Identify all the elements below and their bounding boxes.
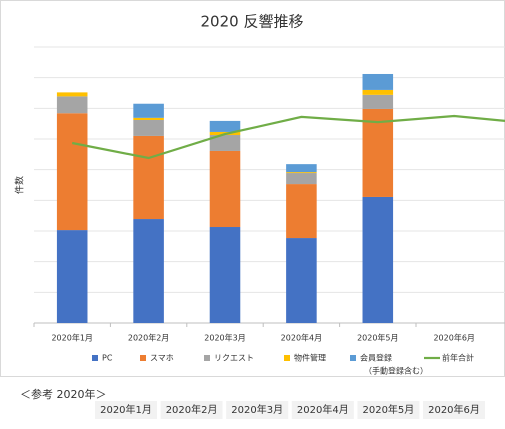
bar-segment [362,94,394,109]
legend-label: PC [102,354,113,363]
legend-label: 前年合計 [442,353,474,363]
x-tick-label: 2020年2月 [128,333,169,343]
bar-segment [56,92,88,97]
bar-segment [56,113,88,231]
legend-label: スマホ [150,354,174,363]
table-cell [160,401,223,419]
bar-segment [286,184,317,239]
bar-segment [133,117,164,120]
table-cell [423,401,485,419]
y-axis-label: 件数 [14,176,26,194]
bar-segment [133,119,164,136]
table-header: 2020年5月 [362,403,414,416]
legend-label: 物件管理 [294,353,326,363]
table-cell [357,401,420,419]
bar-segment [362,89,394,95]
bar-segment [286,164,317,173]
chart-title: 2020 反響推移 [201,13,304,31]
legend-label: 会員登録 [360,353,392,363]
legend-marker [284,355,290,361]
bar-segment [362,196,394,323]
x-tick-label: 2020年1月 [51,333,92,343]
legend-note: （手動登録含む） [364,366,428,376]
legend-marker [140,355,146,361]
legend-marker [92,355,98,361]
bar-segment [286,172,317,174]
bar-segment [133,135,164,220]
x-tick-label: 2020年5月 [357,333,398,343]
bar-segment [362,73,394,90]
bar-segment [209,227,241,323]
bar-segment [56,96,88,114]
legend-label: リクエスト [214,354,254,363]
bar-segment [56,230,88,323]
bar-segment [286,173,317,185]
bar-segment [133,219,164,323]
table-cell [226,401,289,419]
table-header: 2020年3月 [231,403,283,416]
table-cell [95,401,157,419]
bar-segment [209,120,241,132]
table-header: 2020年1月 [100,403,152,416]
x-tick-label: 2020年4月 [281,333,322,343]
table-title: ＜参考 2020年＞ [20,387,107,401]
table-header: 2020年6月 [428,403,480,416]
table-cell [291,401,354,419]
line-series [71,114,505,160]
x-tick-label: 2020年6月 [433,333,474,343]
legend-marker [350,355,356,361]
bar-segment [286,238,317,323]
legend-marker [204,355,210,361]
table-header: 2020年4月 [297,403,349,416]
bar-segment [209,135,241,151]
bar-segment [133,103,164,118]
x-tick-label: 2020年3月 [204,333,245,343]
table-header: 2020年2月 [166,403,218,416]
bar-segment [209,150,241,228]
plot [34,46,505,324]
bar-segment [362,108,394,197]
